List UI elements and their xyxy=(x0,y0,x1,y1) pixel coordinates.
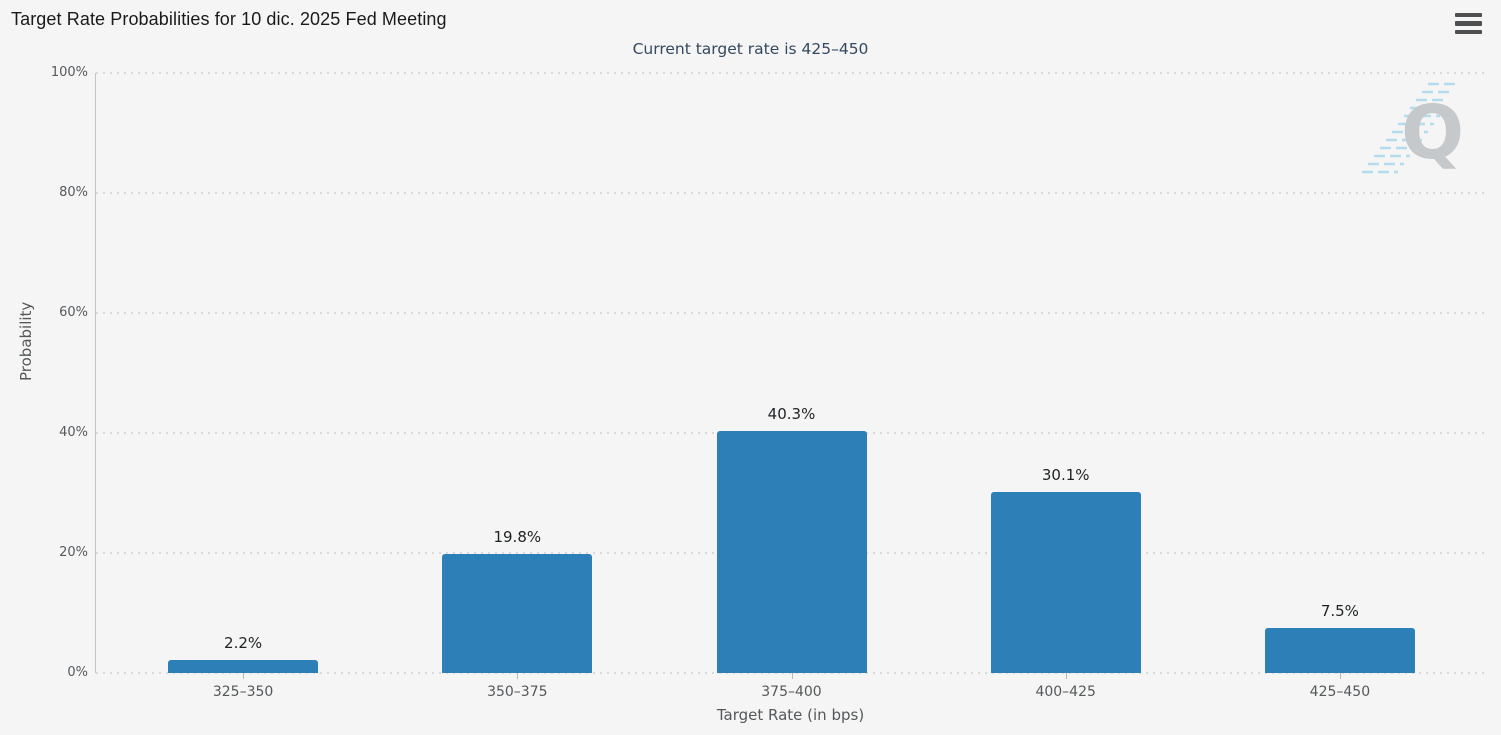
plot-area: Q 0% 20% 40% 60% 80% 100% 2.2% 325–350 19.8% 350–… xyxy=(51,65,1486,700)
y-tick-label: 20% xyxy=(59,545,88,560)
quikstrike-watermark-logo: Q xyxy=(1358,78,1468,188)
y-tick-label: 100% xyxy=(50,65,88,80)
y-gridline-60 xyxy=(96,312,1486,314)
x-category-label: 325–350 xyxy=(212,684,274,700)
hamburger-bar xyxy=(1455,13,1482,18)
x-tick-mark xyxy=(1065,673,1067,679)
hamburger-bar xyxy=(1455,21,1482,26)
bar-400–425[interactable] xyxy=(990,492,1141,673)
x-axis-title: Target Rate (in bps) xyxy=(716,706,865,724)
x-category-label: 425–450 xyxy=(1309,684,1371,700)
y-gridline-80 xyxy=(96,192,1486,194)
x-category-label: 350–375 xyxy=(487,684,548,700)
x-category-label: 400–425 xyxy=(1035,684,1096,700)
y-tick-label: 0% xyxy=(67,665,88,680)
x-tick-mark xyxy=(791,673,793,679)
x-tick-mark xyxy=(243,673,245,679)
y-tick-label: 80% xyxy=(59,185,88,200)
bar-value-label: 30.1% xyxy=(1041,466,1090,485)
bar-value-label: 19.8% xyxy=(493,528,542,547)
bar-350–375[interactable] xyxy=(442,554,593,673)
bar-value-label: 7.5% xyxy=(1320,602,1359,620)
bar-375–400[interactable] xyxy=(716,431,867,673)
watermark-q-letter: Q xyxy=(1401,90,1464,176)
bar-425–450[interactable] xyxy=(1264,628,1415,673)
hamburger-bar xyxy=(1455,29,1482,34)
y-tick-label: 60% xyxy=(59,305,88,320)
bar-325–350[interactable] xyxy=(168,659,319,673)
x-category-label: 375–400 xyxy=(761,684,822,700)
bar-value-label: 2.2% xyxy=(224,633,263,652)
y-gridline-100 xyxy=(96,72,1486,74)
y-axis-title: Probability xyxy=(17,301,35,381)
x-tick-mark xyxy=(1339,673,1341,679)
y-gridline-0 xyxy=(96,672,1486,674)
hamburger-menu-icon[interactable] xyxy=(1455,13,1482,34)
y-tick-label: 40% xyxy=(59,425,88,440)
chart-subtitle: Current target rate is 425–450 xyxy=(632,40,869,58)
x-tick-mark xyxy=(517,673,519,679)
bar-value-label: 40.3% xyxy=(767,405,816,424)
watermark-hash-lines xyxy=(1362,82,1456,174)
page-title: Target Rate Probabilities for 10 dic. 20… xyxy=(11,9,447,29)
